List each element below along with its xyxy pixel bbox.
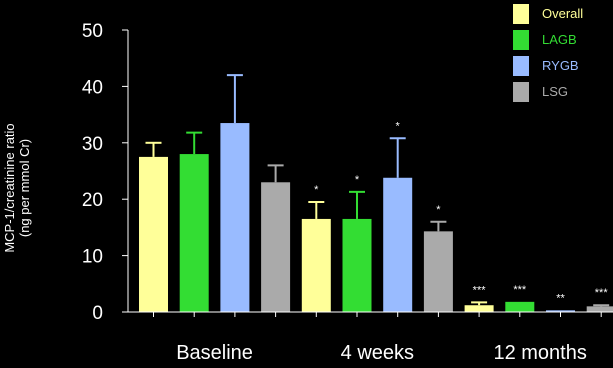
significance-label: * (355, 174, 360, 186)
axes-layer (122, 29, 613, 317)
y-tick-label: 50 (82, 21, 103, 42)
y-tick-label: 10 (82, 247, 103, 268)
significance-label: *** (595, 287, 609, 299)
legend-label: RYGB (542, 58, 579, 73)
legend-swatch (513, 4, 529, 24)
significance-label: * (436, 204, 441, 216)
bar-lsg-2 (586, 306, 613, 312)
x-group-label: 12 months (493, 342, 586, 364)
significance-label: *** (473, 284, 487, 296)
bar-lagb-0 (179, 154, 209, 312)
bar-rygb-1 (383, 177, 413, 312)
bar-overall-0 (139, 156, 168, 312)
x-group-label: 4 weeks (341, 342, 414, 364)
bars-layer (139, 74, 613, 312)
significance-label: ** (556, 292, 565, 304)
bar-overall-2 (464, 305, 494, 312)
legend-label: LAGB (542, 32, 577, 47)
legend-item-lsg: LSG (513, 82, 613, 104)
bar-lsg-0 (261, 182, 291, 312)
y-tick-label: 30 (82, 134, 103, 155)
legend-swatch (513, 82, 529, 102)
y-axis-label-line1: MCP-1/creatinine ratio (2, 123, 17, 253)
legend-label: Overall (542, 6, 584, 21)
significance-label: * (396, 120, 401, 132)
significance-label: *** (513, 284, 527, 296)
legend-item-lagb: LAGB (513, 30, 613, 52)
legend-item-overall: Overall (513, 4, 613, 26)
x-group-label: Baseline (176, 342, 253, 364)
legend-item-rygb: RYGB (513, 56, 613, 78)
y-axis-label-line2: (ng per mmol Cr) (17, 138, 32, 238)
legend-swatch (513, 30, 529, 50)
bar-rygb-0 (220, 123, 250, 312)
y-tick-label: 20 (82, 190, 103, 211)
legend-label: LSG (542, 84, 569, 99)
significance-label: * (314, 184, 319, 196)
legend-swatch (513, 56, 529, 76)
bar-lagb-2 (505, 301, 535, 312)
y-tick-label: 0 (92, 303, 103, 324)
bar-lsg-1 (423, 231, 453, 312)
y-tick-label: 40 (82, 77, 103, 98)
bar-lagb-1 (342, 218, 372, 312)
bar-rygb-2 (546, 310, 575, 312)
bar-overall-1 (301, 218, 331, 312)
